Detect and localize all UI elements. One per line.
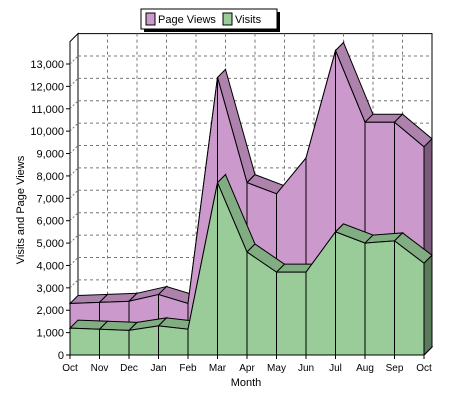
x-tick-label: Apr	[239, 363, 255, 374]
x-axis-ticks: Oct Nov Dec Jan Feb Mar Apr May Jun Jul Aug Sep Oct	[62, 355, 432, 374]
y-gridline-side	[69, 257, 79, 266]
y-gridline-side	[69, 55, 79, 65]
x-tick-label: Oct	[62, 363, 78, 374]
x-tick-label: Jul	[329, 363, 342, 374]
x-tick-label: Dec	[120, 363, 138, 374]
x-tick-label: Jun	[298, 363, 314, 374]
legend-box	[140, 8, 278, 30]
y-axis-title: Visits and Page Views	[15, 155, 27, 264]
x-tick-label: Aug	[356, 363, 374, 374]
x-tick-label: Feb	[179, 363, 197, 374]
legend-swatch	[145, 12, 156, 26]
x-tick-label: Nov	[91, 363, 109, 374]
y-tick-label: 8,000	[36, 171, 64, 183]
y-gridline-side	[69, 145, 79, 154]
y-tick-label: 4,000	[36, 260, 64, 272]
y-tick-label: 12,000	[30, 81, 64, 93]
x-tick-label: Sep	[386, 363, 404, 374]
y-tick-label: 3,000	[36, 283, 64, 295]
legend-swatch	[222, 12, 233, 26]
y-gridline-side	[69, 279, 79, 289]
legend: Page Views Visits	[140, 8, 280, 32]
y-gridline-side	[69, 122, 79, 132]
y-tick-label: 0	[58, 350, 64, 362]
y-gridline-side	[69, 100, 79, 110]
y-tick-label: 6,000	[36, 216, 64, 228]
x-tick-label: Mar	[209, 363, 227, 374]
y-tick-label: 5,000	[36, 238, 64, 250]
y-gridline-side	[69, 212, 79, 222]
x-tick-label: Jan	[150, 363, 166, 374]
legend-label: Page Views	[158, 14, 216, 26]
x-axis-title: Month	[231, 377, 262, 389]
y-gridline-side	[69, 78, 79, 87]
y-tick-label: 11,000	[31, 104, 64, 116]
series-visits	[68, 173, 433, 357]
y-tick-label: 13,000	[30, 59, 64, 71]
y-gridline-side	[69, 167, 79, 177]
chart-areas	[68, 40, 433, 357]
y-gridline-side	[69, 189, 79, 199]
x-tick-label: May	[267, 363, 286, 374]
y-tick-label: 10,000	[30, 126, 64, 138]
y-tick-label: 7,000	[36, 193, 64, 205]
y-tick-label: 1,000	[36, 328, 64, 340]
legend-label: Visits	[235, 14, 262, 26]
y-axis-ticks: 0 1,000 2,000 3,000 4,000 5,000 6,000 7,000 8,00…	[30, 59, 70, 362]
y-tick-label: 2,000	[36, 305, 64, 317]
x-tick-label: Oct	[416, 363, 432, 374]
area-end-side	[423, 254, 433, 357]
y-tick-label: 9,000	[36, 149, 64, 161]
y-gridline-side	[69, 234, 79, 244]
